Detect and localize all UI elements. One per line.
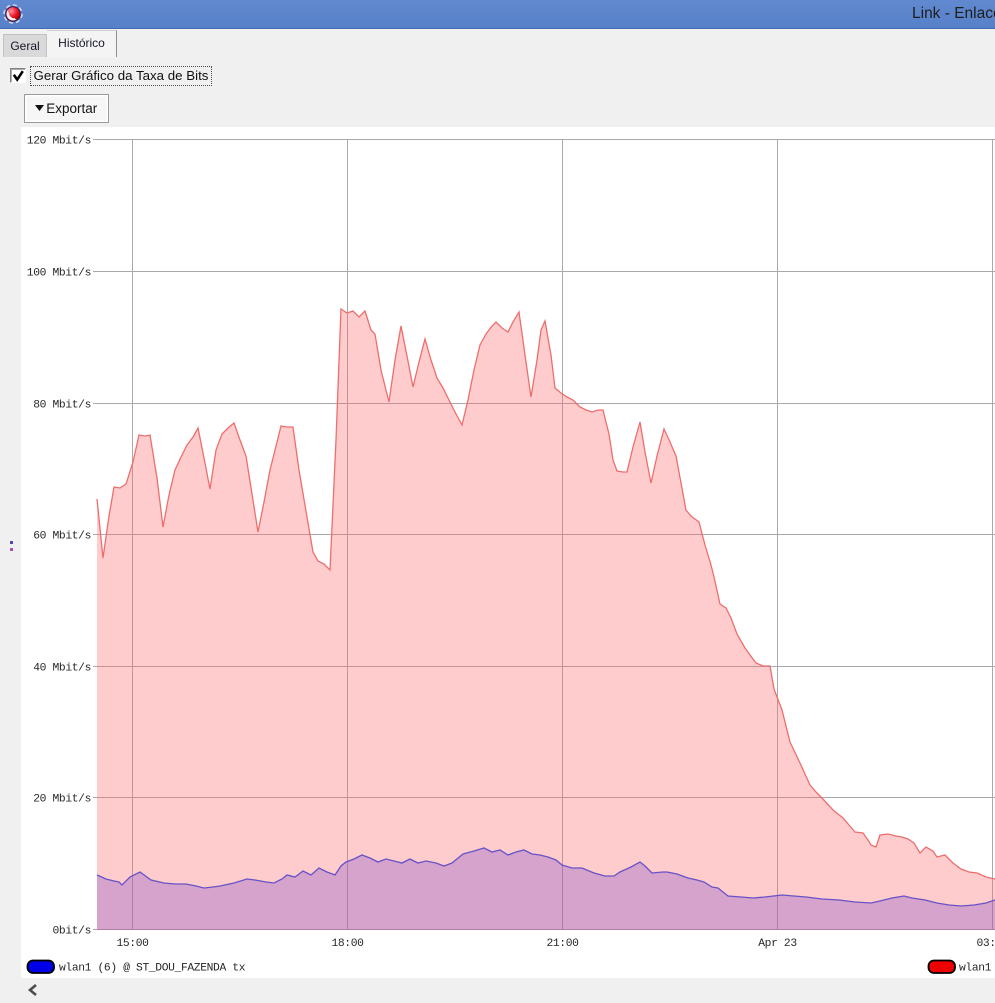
svg-text:120 Mbit/s: 120 Mbit/s [27,136,91,148]
svg-text:100 Mbit/s: 100 Mbit/s [27,268,91,280]
svg-text:18:00: 18:00 [331,938,364,950]
svg-text:Apr 23: Apr 23 [758,938,797,950]
svg-text:60 Mbit/s: 60 Mbit/s [33,531,91,543]
svg-text:15:00: 15:00 [116,938,149,950]
svg-text:0bit/s: 0bit/s [52,926,91,938]
svg-text:wlan1 (6) @ ST_DOU_FAZENDA tx: wlan1 (6) @ ST_DOU_FAZENDA tx [59,963,246,975]
svg-text:03:00: 03:00 [976,938,995,950]
svg-text:20 Mbit/s: 20 Mbit/s [33,794,91,806]
svg-text:40 Mbit/s: 40 Mbit/s [33,663,91,675]
svg-text:80 Mbit/s: 80 Mbit/s [33,400,91,412]
svg-text:21:00: 21:00 [546,938,579,950]
svg-text:wlan1: wlan1 [959,963,992,975]
